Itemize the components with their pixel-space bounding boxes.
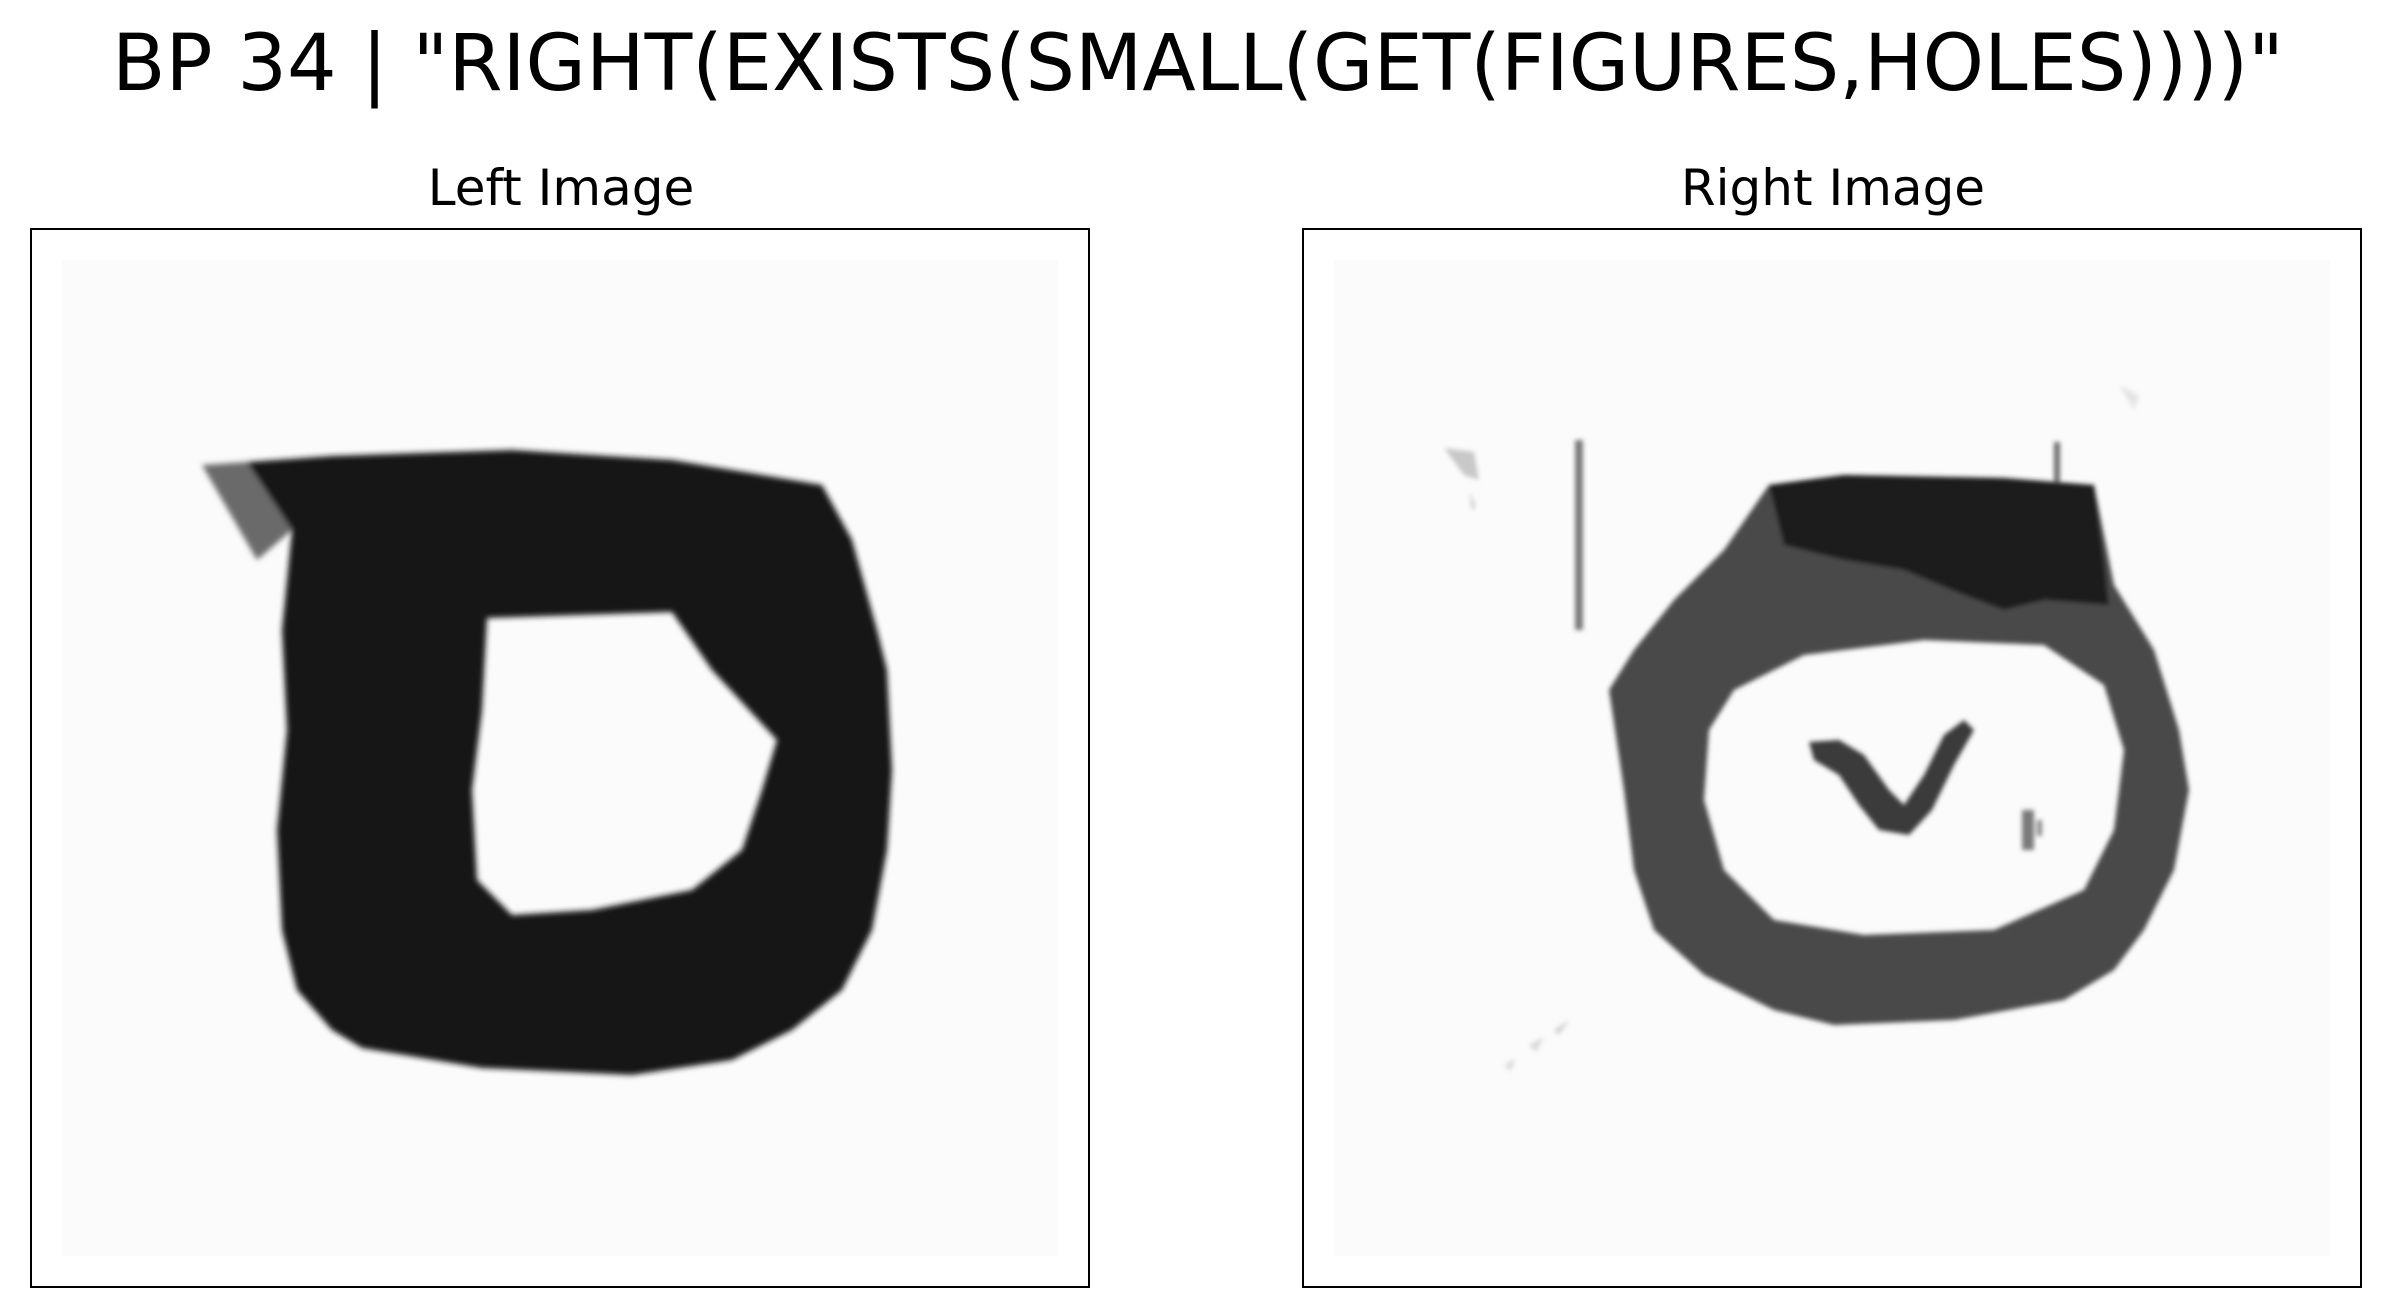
d-shape-icon bbox=[202, 450, 892, 1075]
left-image-panel bbox=[30, 228, 1090, 1288]
right-image bbox=[1334, 260, 2330, 1256]
left-image bbox=[62, 260, 1058, 1256]
ring-shape-icon bbox=[1444, 385, 2189, 1072]
right-image-panel bbox=[1302, 228, 2362, 1288]
right-panel-title: Right Image bbox=[1680, 159, 1986, 217]
scan-background bbox=[62, 260, 1058, 1256]
left-panel-title: Left Image bbox=[427, 159, 695, 217]
figure-title: BP 34 | "RIGHT(EXISTS(SMALL(GET(FIGURES,… bbox=[112, 19, 2284, 109]
